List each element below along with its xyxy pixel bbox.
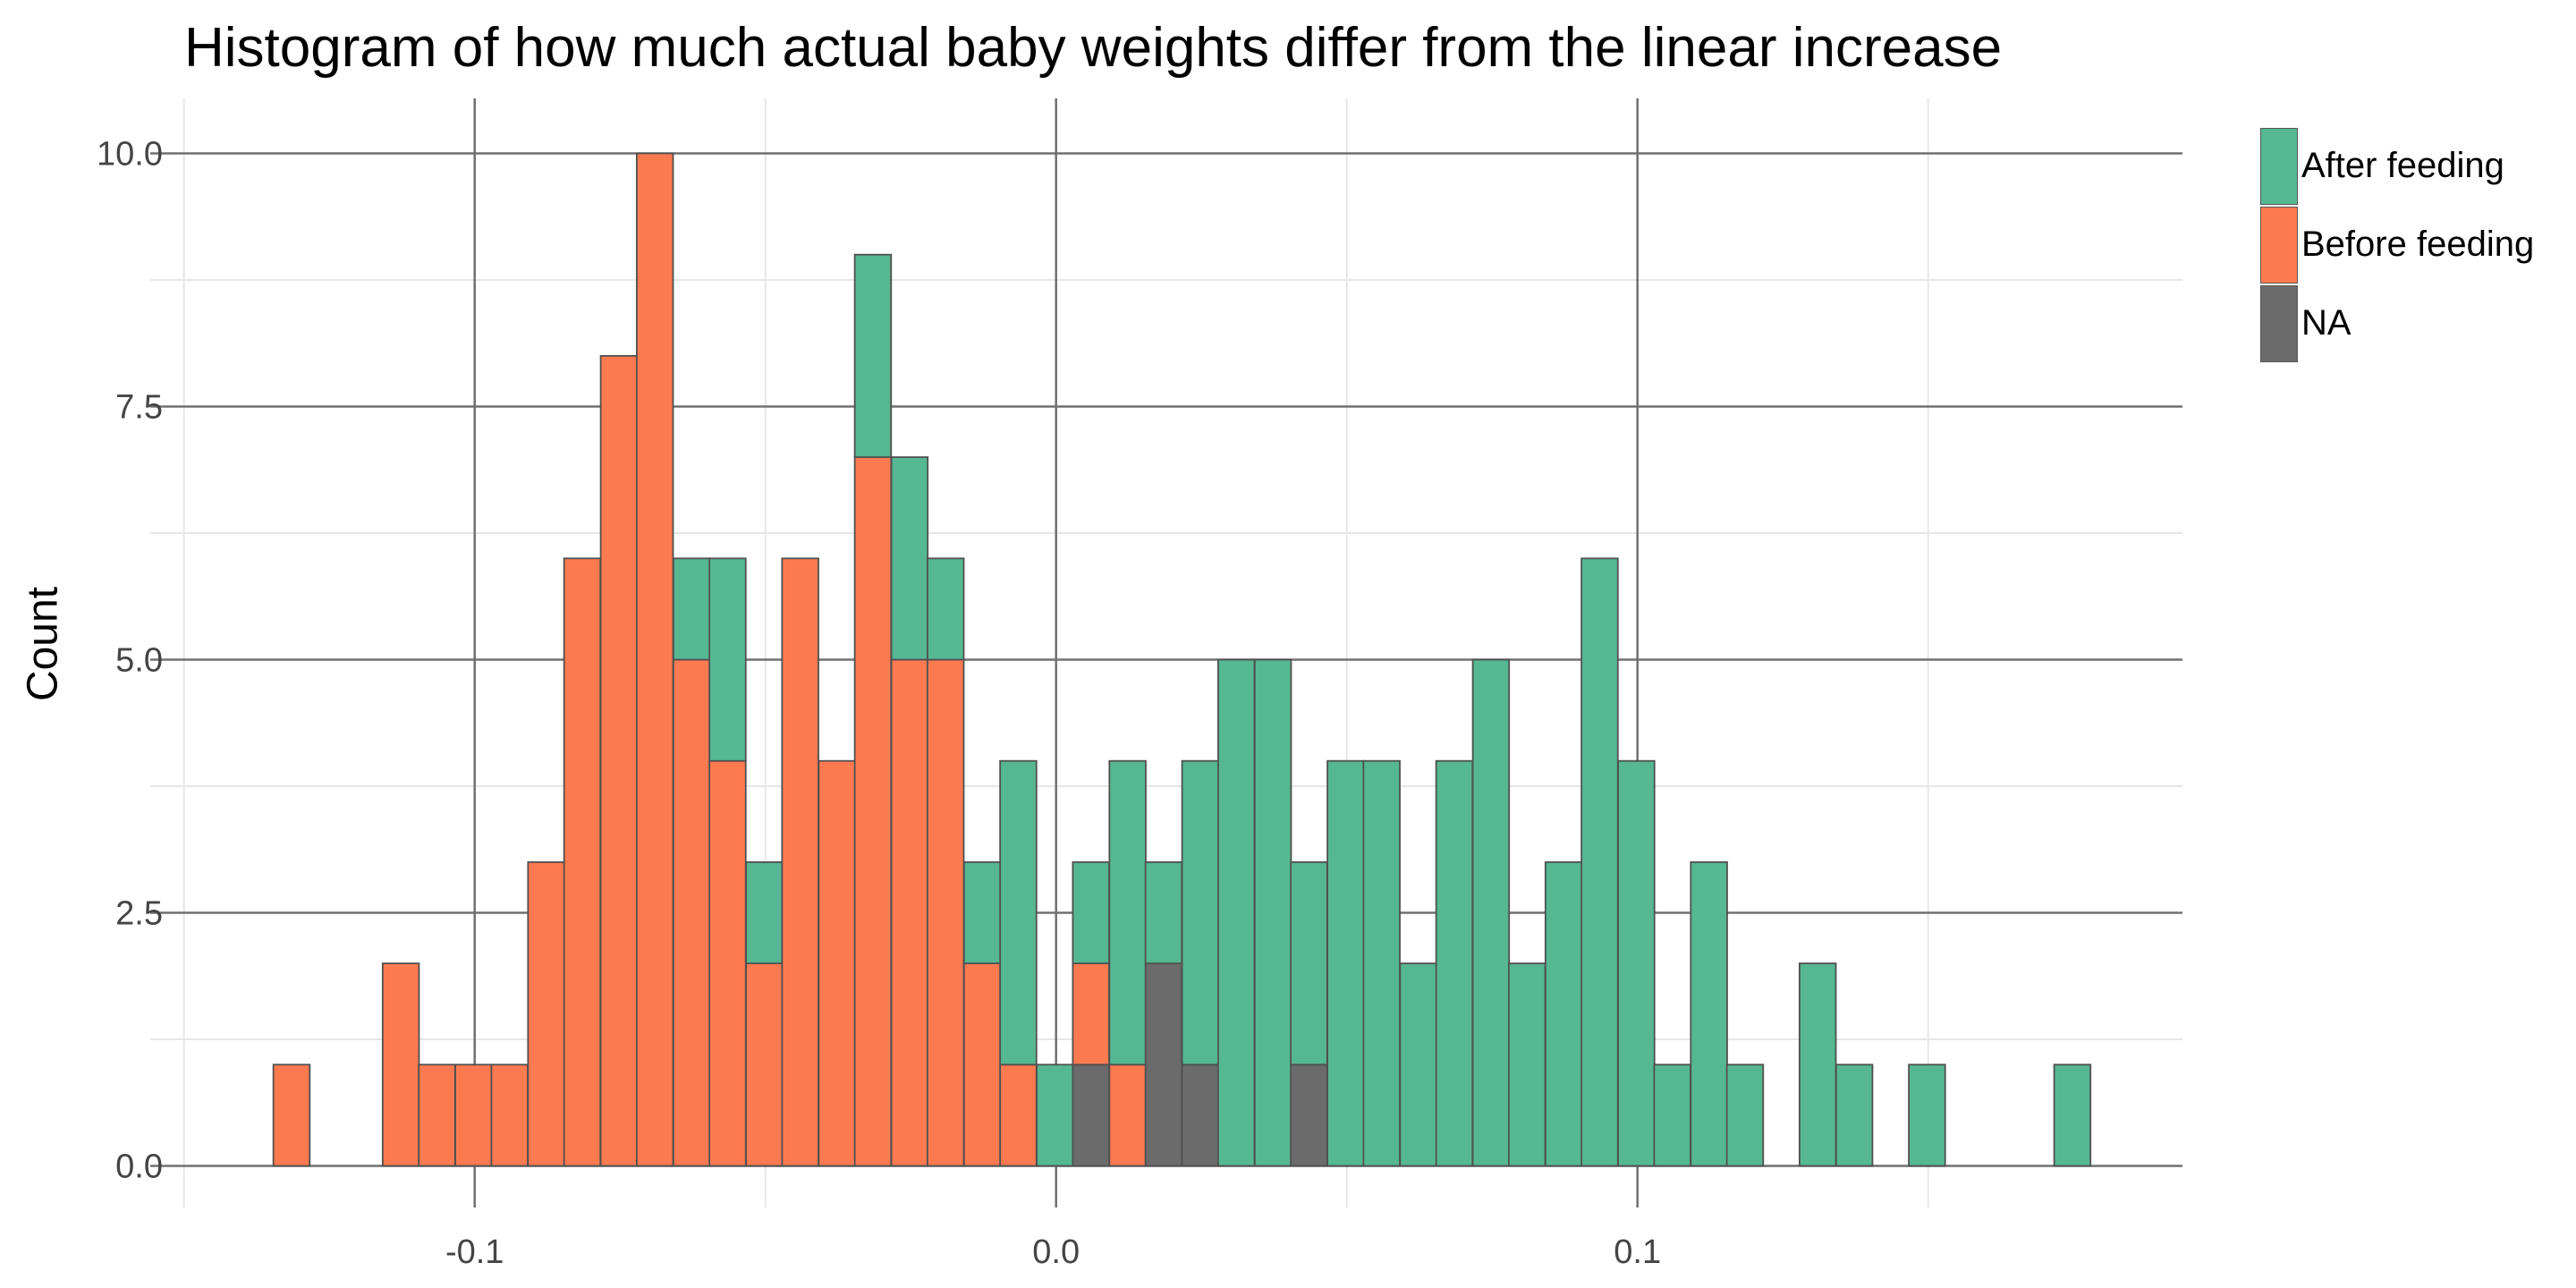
bar-after-feeding <box>1835 1063 1874 1167</box>
chart-title: Histogram of how much actual baby weight… <box>184 17 2003 79</box>
bar-after-feeding <box>1471 658 1511 1167</box>
bar-before-feeding <box>599 354 639 1167</box>
tick-labels: -0.1 0.0 0.1 0.0 2.5 5.0 7.5 10.0 <box>97 136 1661 1272</box>
y-tick-label: 5.0 <box>115 642 163 680</box>
bar-after-feeding <box>1326 759 1365 1167</box>
bar-after-feeding <box>1435 759 1474 1167</box>
legend-key-after-feeding <box>2260 128 2298 205</box>
bar-before-feeding <box>527 861 565 1167</box>
bar-after-feeding <box>1144 861 1183 965</box>
bar-before-feeding <box>381 962 420 1167</box>
bar-before-feeding <box>490 1063 529 1167</box>
bar-after-feeding <box>1544 861 1583 1167</box>
bar-after-feeding <box>1108 759 1147 1066</box>
bar-before-feeding <box>962 962 1002 1167</box>
y-tick-label: 7.5 <box>115 389 163 427</box>
bar-after-feeding <box>926 557 965 661</box>
bar-before-feeding <box>853 456 893 1167</box>
bars <box>272 152 2092 1167</box>
legend-label-before-feeding: Before feeding <box>2301 225 2535 264</box>
x-tick-label: 0.1 <box>1614 1233 1661 1271</box>
bar-after-feeding <box>1290 861 1328 1066</box>
minor-grid <box>150 98 2182 1208</box>
bar-na <box>1144 962 1183 1167</box>
bar-after-feeding <box>890 456 929 661</box>
bar-after-feeding <box>1908 1063 1946 1167</box>
bar-after-feeding <box>962 861 1002 965</box>
legend-key-before-feeding <box>2260 207 2298 284</box>
bar-after-feeding <box>1036 1063 1074 1167</box>
bar-after-feeding <box>1362 759 1401 1167</box>
bar-after-feeding <box>1399 962 1437 1167</box>
bar-after-feeding <box>1181 759 1220 1066</box>
bar-before-feeding <box>563 557 602 1167</box>
bar-after-feeding <box>1253 658 1292 1167</box>
bar-after-feeding <box>1216 658 1256 1167</box>
bar-before-feeding <box>926 658 965 1167</box>
bar-before-feeding <box>272 1063 311 1167</box>
bar-before-feeding <box>818 759 856 1167</box>
bar-after-feeding <box>672 557 711 661</box>
y-tick-label: 0.0 <box>115 1148 163 1186</box>
y-tick-label: 2.5 <box>115 895 163 933</box>
bar-after-feeding <box>1580 557 1619 1167</box>
bar-after-feeding <box>1798 962 1837 1167</box>
bar-after-feeding <box>1072 861 1110 965</box>
bar-before-feeding <box>635 152 674 1167</box>
bar-after-feeding <box>1507 962 1546 1167</box>
x-tick-label: -0.1 <box>445 1233 504 1271</box>
bar-before-feeding <box>999 1063 1038 1167</box>
bar-after-feeding <box>999 759 1038 1066</box>
legend-label-after-feeding: After feeding <box>2301 146 2504 185</box>
bar-after-feeding <box>745 861 784 965</box>
bar-before-feeding <box>1108 1063 1147 1167</box>
y-tick-label: 10.0 <box>97 136 163 174</box>
bar-na <box>1290 1063 1328 1167</box>
legend-label-na: NA <box>2301 303 2351 343</box>
legend-key-na <box>2260 285 2298 362</box>
bar-after-feeding <box>853 253 893 459</box>
bar-before-feeding <box>890 658 929 1167</box>
bar-after-feeding <box>1690 861 1728 1167</box>
bar-before-feeding <box>1072 962 1110 1066</box>
bar-na <box>1181 1063 1220 1167</box>
bar-na <box>1072 1063 1110 1167</box>
bar-before-feeding <box>672 658 711 1167</box>
x-tick-label: 0.0 <box>1032 1233 1080 1271</box>
bar-after-feeding <box>1653 1063 1691 1167</box>
bar-before-feeding <box>745 962 784 1167</box>
bar-after-feeding <box>708 557 747 762</box>
bar-before-feeding <box>418 1063 456 1167</box>
bar-before-feeding <box>454 1063 493 1167</box>
bar-before-feeding <box>781 557 819 1167</box>
bar-before-feeding <box>708 759 747 1167</box>
bar-after-feeding <box>2053 1063 2092 1167</box>
bar-after-feeding <box>1725 1063 1765 1167</box>
bar-after-feeding <box>1617 759 1656 1167</box>
